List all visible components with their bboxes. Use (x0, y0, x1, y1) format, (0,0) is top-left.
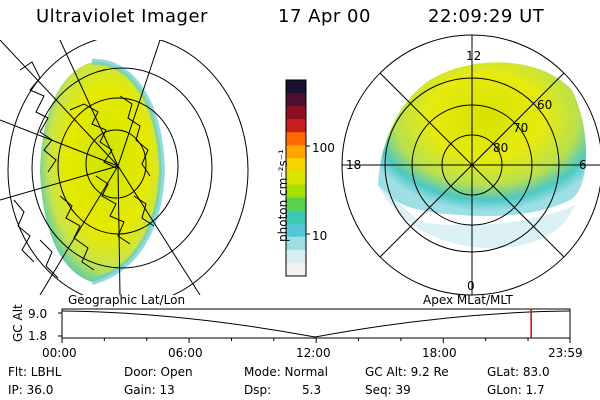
dsp-label: Dsp: (244, 383, 272, 397)
timeline-frame (61, 308, 571, 339)
timeline-left-label: Geographic Lat/Lon (68, 293, 185, 307)
gain-readout: Gain: 13 (124, 383, 175, 397)
colorbar-segment (286, 197, 306, 212)
mlat-label-70: 70 (513, 121, 528, 135)
glon-readout: GLon: 1.7 (487, 383, 545, 397)
y-tick-1-8: 1.8 (28, 329, 47, 343)
mode-readout: Mode: Normal (244, 365, 328, 379)
observation-time: 22:09:29 UT (428, 6, 545, 27)
colorbar-segment (286, 145, 306, 159)
y-tick-9: 9.0 (28, 307, 47, 321)
colorbar-frame (285, 79, 307, 277)
sequence-readout: Seq: 39 (365, 383, 411, 397)
colorbar-segment (286, 106, 306, 120)
mlt-label-18: 18 (346, 158, 361, 172)
mlt-label-6: 6 (579, 158, 587, 172)
colorbar-segment (286, 249, 306, 264)
colorbar-segment (286, 158, 306, 172)
timeline-x-ticks (61, 338, 571, 343)
ip-readout: IP: 36.0 (8, 383, 54, 397)
colorbar-segment (286, 262, 306, 277)
colorbar-unit-label: photon cm⁻²s⁻¹ (276, 149, 290, 242)
colorbar-segment (286, 119, 306, 133)
timeline-right-label: Apex MLat/MLT (423, 293, 513, 307)
geographic-image (0, 40, 249, 295)
polar-grid (341, 34, 600, 296)
mlt-label-12: 12 (466, 49, 481, 63)
x-tick-2359: 23:59 (548, 346, 583, 360)
x-tick-0600: 06:00 (168, 346, 203, 360)
mlat-label-60: 60 (537, 98, 552, 112)
auroral-emission-polar (378, 62, 587, 217)
gc-altitude-readout: GC Alt: 9.2 Re (365, 365, 449, 379)
colorbar-segment (286, 93, 306, 107)
altitude-curve (61, 310, 571, 338)
door-readout: Door: Open (124, 365, 193, 379)
colorbar-segment (286, 80, 306, 94)
filter-readout: Flt: LBHL (8, 365, 62, 379)
dsp-value: 5.3 (302, 383, 322, 397)
colorbar-tick-100: 100 (312, 141, 335, 155)
colorbar-segment (286, 223, 306, 238)
x-tick-0000: 00:00 (42, 346, 77, 360)
geo-graticule (0, 40, 249, 295)
colorbar-segment (286, 184, 306, 199)
glat-readout: GLat: 83.0 (487, 365, 550, 379)
instrument-title: Ultraviolet Imager (36, 6, 208, 27)
mlat-label-80: 80 (493, 141, 508, 155)
colorbar-tick-10: 10 (312, 229, 327, 243)
observation-date: 17 Apr 00 (278, 6, 371, 27)
x-tick-1800: 18:00 (422, 346, 457, 360)
auroral-emission-geo (40, 61, 162, 283)
altitude-timeline: Geographic Lat/Lon Apex MLat/MLT GC Alt … (11, 293, 571, 343)
colorbar (285, 79, 310, 277)
colorbar-segment (286, 236, 306, 251)
colorbar-segment (286, 210, 306, 225)
x-tick-1200: 12:00 (296, 346, 331, 360)
colorbar-segment (286, 171, 306, 186)
timeline-y-axis-label: GC Alt (11, 304, 25, 342)
mlt-label-0: 0 (467, 279, 475, 293)
coastlines (13, 61, 155, 279)
polar-image: 12 18 6 0 60 70 80 (341, 34, 600, 296)
colorbar-segment (286, 132, 306, 146)
